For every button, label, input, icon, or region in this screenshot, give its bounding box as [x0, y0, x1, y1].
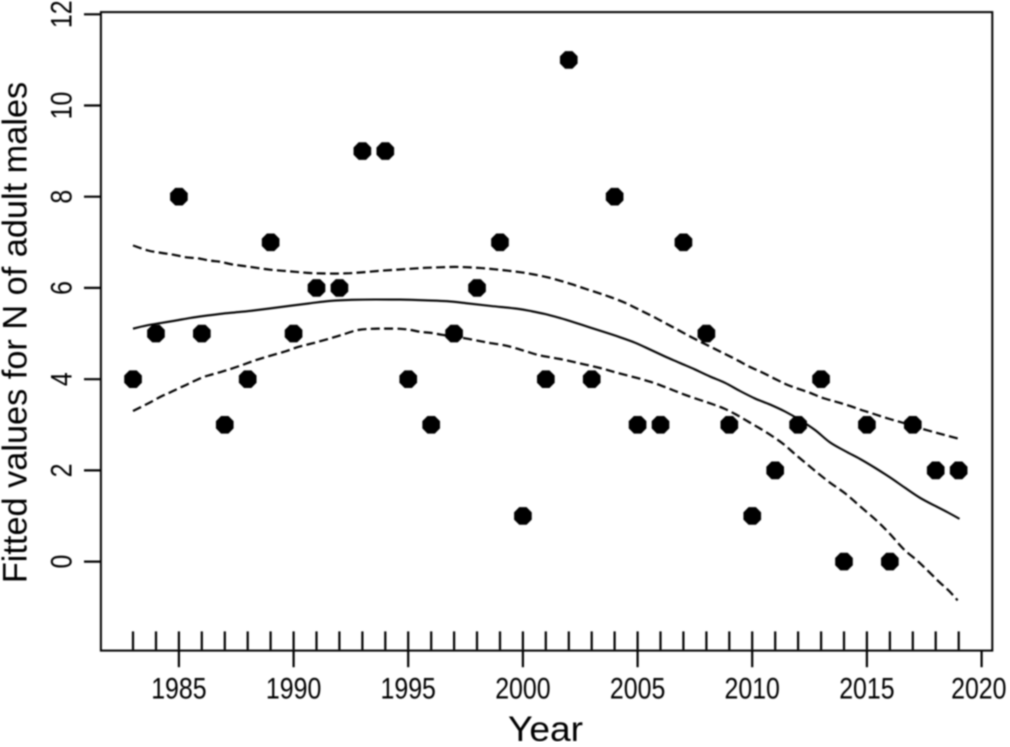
svg-text:1990: 1990 — [266, 672, 321, 705]
svg-text:8: 8 — [45, 190, 78, 204]
svg-text:1985: 1985 — [151, 672, 206, 705]
svg-text:10: 10 — [45, 92, 78, 120]
svg-text:2010: 2010 — [725, 672, 780, 705]
svg-text:2015: 2015 — [839, 672, 894, 705]
svg-text:1995: 1995 — [381, 672, 436, 705]
svg-text:2005: 2005 — [610, 672, 665, 705]
svg-text:12: 12 — [45, 0, 78, 28]
svg-text:6: 6 — [45, 281, 78, 295]
svg-text:4: 4 — [45, 372, 78, 386]
svg-text:2000: 2000 — [495, 672, 550, 705]
svg-text:2: 2 — [45, 463, 78, 477]
svg-text:Year: Year — [508, 709, 583, 742]
svg-text:0: 0 — [45, 555, 78, 569]
svg-text:Fitted values for N of adult m: Fitted values for N of adult males — [0, 82, 34, 583]
svg-text:2020: 2020 — [951, 672, 1006, 705]
